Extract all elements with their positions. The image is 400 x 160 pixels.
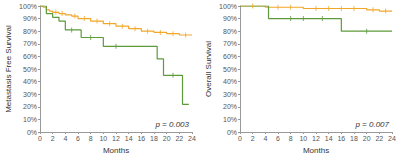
svg-text:24: 24	[188, 135, 196, 142]
svg-text:90%: 90%	[23, 15, 37, 22]
svg-text:2: 2	[251, 135, 255, 142]
svg-text:18: 18	[150, 135, 158, 142]
svg-text:80%: 80%	[223, 28, 237, 35]
svg-text:50%: 50%	[223, 66, 237, 73]
svg-text:24: 24	[388, 135, 396, 142]
svg-text:60%: 60%	[223, 53, 237, 60]
svg-text:100%: 100%	[19, 3, 37, 10]
svg-text:12: 12	[312, 135, 320, 142]
svg-text:80%: 80%	[23, 28, 37, 35]
svg-text:60%: 60%	[23, 53, 37, 60]
svg-text:14: 14	[125, 135, 133, 142]
svg-text:22: 22	[375, 135, 383, 142]
svg-text:Months: Months	[103, 146, 129, 155]
svg-text:0: 0	[38, 135, 42, 142]
svg-text:6: 6	[276, 135, 280, 142]
svg-text:40%: 40%	[223, 78, 237, 85]
svg-text:4: 4	[263, 135, 267, 142]
svg-text:10%: 10%	[23, 116, 37, 123]
svg-text:22: 22	[175, 135, 183, 142]
svg-text:2: 2	[51, 135, 55, 142]
svg-text:Overall Survival: Overall Survival	[204, 41, 213, 97]
svg-text:70%: 70%	[23, 40, 37, 47]
svg-text:18: 18	[350, 135, 358, 142]
svg-text:8: 8	[289, 135, 293, 142]
svg-text:16: 16	[137, 135, 145, 142]
svg-text:0: 0	[238, 135, 242, 142]
svg-text:0%: 0%	[27, 129, 37, 136]
svg-text:10%: 10%	[223, 116, 237, 123]
svg-text:10: 10	[299, 135, 307, 142]
svg-text:30%: 30%	[23, 91, 37, 98]
svg-text:70%: 70%	[223, 40, 237, 47]
svg-text:p = 0.003: p = 0.003	[154, 120, 189, 129]
svg-text:40%: 40%	[23, 78, 37, 85]
svg-text:4: 4	[63, 135, 67, 142]
svg-text:20: 20	[363, 135, 371, 142]
svg-text:14: 14	[325, 135, 333, 142]
svg-text:50%: 50%	[23, 66, 37, 73]
svg-text:90%: 90%	[223, 15, 237, 22]
svg-text:20%: 20%	[223, 103, 237, 110]
svg-text:Months: Months	[303, 146, 329, 155]
svg-text:6: 6	[76, 135, 80, 142]
svg-text:p = 0.007: p = 0.007	[354, 120, 389, 129]
svg-text:100%: 100%	[219, 3, 237, 10]
svg-text:30%: 30%	[223, 91, 237, 98]
svg-text:10: 10	[99, 135, 107, 142]
svg-text:20: 20	[163, 135, 171, 142]
svg-text:0%: 0%	[227, 129, 237, 136]
svg-text:16: 16	[337, 135, 345, 142]
svg-text:Metastasis Free Survival: Metastasis Free Survival	[4, 25, 13, 113]
svg-text:12: 12	[112, 135, 120, 142]
svg-text:8: 8	[89, 135, 93, 142]
svg-text:20%: 20%	[23, 103, 37, 110]
